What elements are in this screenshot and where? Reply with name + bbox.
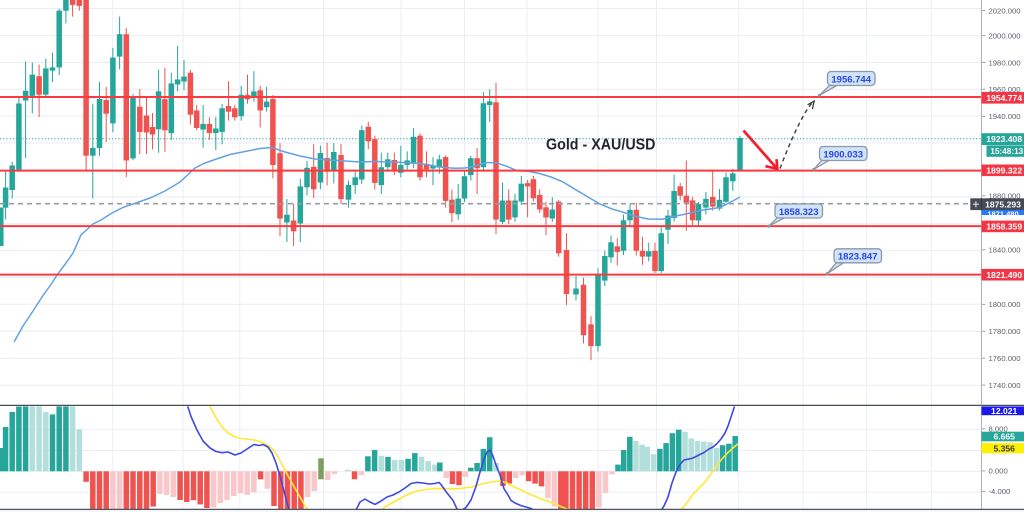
svg-text:1821.490: 1821.490 <box>986 270 1022 280</box>
svg-text:2000.000: 2000.000 <box>989 31 1021 40</box>
svg-text:1871.480: 1871.480 <box>987 209 1018 218</box>
svg-text:1960.000: 1960.000 <box>989 85 1021 94</box>
svg-text:5.356: 5.356 <box>993 443 1015 453</box>
svg-text:1900.033: 1900.033 <box>823 149 863 160</box>
svg-text:12.021: 12.021 <box>991 406 1018 416</box>
svg-text:1880.000: 1880.000 <box>989 192 1021 201</box>
svg-text:0.000: 0.000 <box>989 467 1008 476</box>
svg-text:1956.744: 1956.744 <box>831 74 871 85</box>
svg-text:15:48:13: 15:48:13 <box>990 147 1023 156</box>
svg-text:-4.000: -4.000 <box>989 487 1011 496</box>
svg-text:1954.774: 1954.774 <box>986 93 1022 103</box>
svg-text:1940.000: 1940.000 <box>989 112 1021 121</box>
svg-text:1760.000: 1760.000 <box>989 354 1021 363</box>
svg-text:1899.322: 1899.322 <box>986 165 1022 175</box>
svg-text:1858.359: 1858.359 <box>986 222 1022 232</box>
svg-text:1923.408: 1923.408 <box>986 134 1022 144</box>
svg-text:1858.323: 1858.323 <box>779 207 819 218</box>
svg-text:8.000: 8.000 <box>989 425 1008 434</box>
svg-text:1875.293: 1875.293 <box>985 200 1021 210</box>
svg-text:1840.000: 1840.000 <box>989 246 1021 255</box>
svg-text:1823.847: 1823.847 <box>838 252 878 263</box>
svg-text:Gold - XAU/USD: Gold - XAU/USD <box>546 137 656 154</box>
svg-text:1980.000: 1980.000 <box>989 58 1021 67</box>
svg-text:2020.000: 2020.000 <box>989 6 1021 15</box>
svg-text:1780.000: 1780.000 <box>989 327 1021 336</box>
svg-text:6.665: 6.665 <box>993 432 1015 442</box>
svg-text:1800.000: 1800.000 <box>989 300 1021 309</box>
svg-text:1740.000: 1740.000 <box>989 381 1021 390</box>
